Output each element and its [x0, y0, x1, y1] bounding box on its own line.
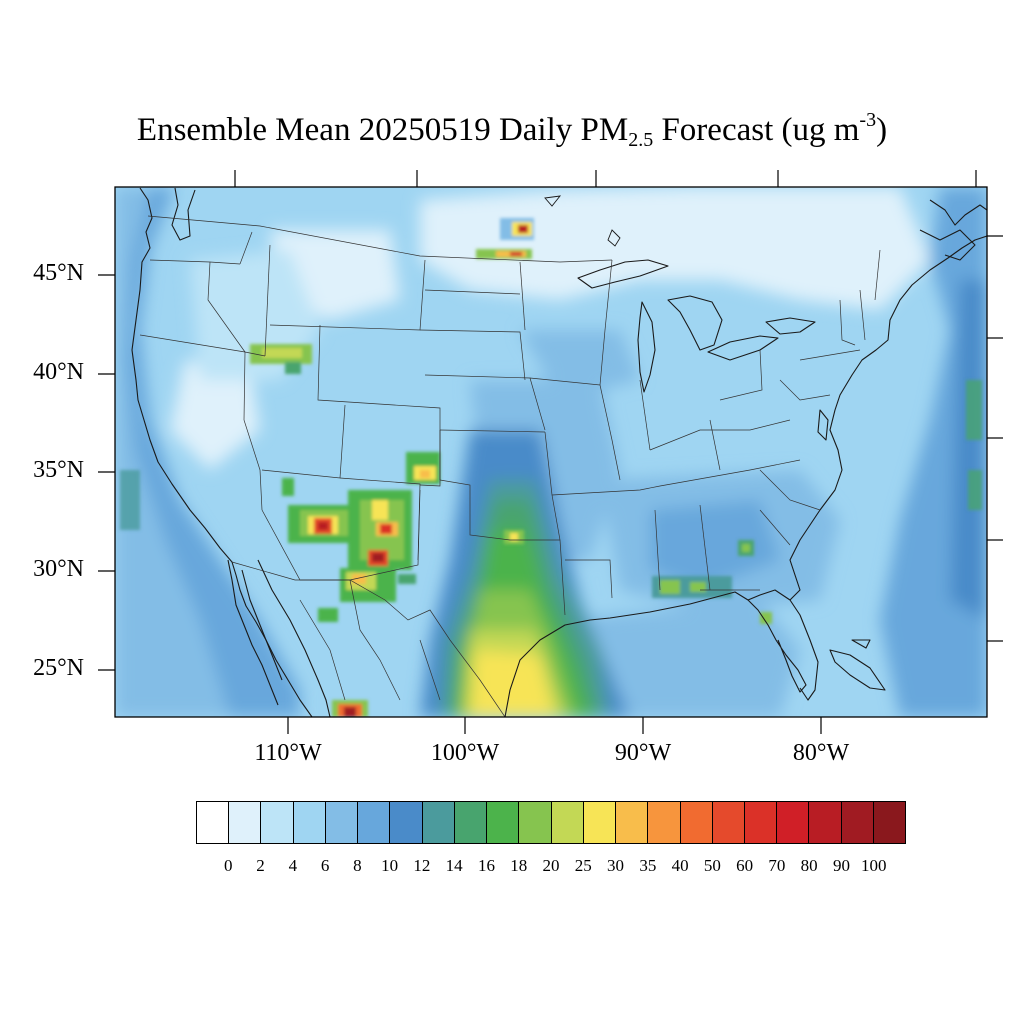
colorbar-label: 25	[574, 856, 592, 875]
colorbar-label: 10	[381, 856, 399, 875]
colorbar-label: 50	[703, 856, 721, 875]
colorbar-label: 80	[800, 856, 818, 875]
left-ticks	[98, 274, 115, 671]
state-borders	[139, 215, 881, 717]
colorbar-label: 20	[542, 856, 560, 875]
colorbar-bin-8	[454, 802, 488, 843]
colorbar-bin-14	[648, 802, 681, 843]
colorbar-label: 8	[353, 856, 362, 875]
colorbar-bin-0	[197, 802, 230, 843]
lon-label-90w: 90°W	[614, 740, 672, 766]
colorbar-bin-10	[519, 802, 552, 843]
lat-label-40: 40°N	[33, 359, 84, 385]
colorbar-bin-3	[293, 802, 326, 843]
colorbar-label: 14	[445, 856, 463, 875]
colorbar-bin-6	[390, 802, 423, 843]
pm25-field	[115, 187, 987, 717]
lon-label-80w: 80°W	[792, 740, 850, 766]
colorbar-label: 100	[860, 856, 887, 875]
colorbar-label: 12	[413, 856, 431, 875]
colorbar-label: 40	[671, 856, 689, 875]
map-title: Ensemble Mean 20250519 Daily PM2.5 Forec…	[136, 109, 888, 151]
colorbar-label: 60	[736, 856, 754, 875]
coastlines	[131, 187, 987, 717]
colorbar-bin-21	[873, 802, 906, 843]
lat-label-45: 45°N	[33, 260, 84, 286]
colorbar-bin-16	[712, 802, 745, 843]
colorbar-bin-11	[551, 802, 584, 843]
lon-label-100w: 100°W	[430, 740, 500, 766]
colorbar-label: 0	[224, 856, 233, 875]
colorbar-bin-2	[261, 802, 294, 843]
right-ticks	[987, 235, 1003, 642]
colorbar-bin-9	[487, 802, 520, 843]
colorbar-label: 2	[256, 856, 265, 875]
lon-label-110w: 110°W	[254, 740, 322, 766]
colorbar-label: 18	[510, 856, 528, 875]
colorbar-label: 6	[320, 856, 330, 875]
colorbar-bin-1	[229, 802, 262, 843]
colorbar-label: 4	[288, 856, 298, 875]
colorbar-bin-12	[583, 802, 617, 843]
colorbar-bin-18	[777, 802, 810, 843]
colorbar-label: 30	[607, 856, 625, 875]
lat-label-25: 25°N	[33, 655, 84, 681]
lat-label-30: 30°N	[33, 556, 84, 582]
colorbar-label: 35	[639, 856, 657, 875]
colorbar-bin-5	[358, 802, 391, 843]
colorbar-bin-20	[841, 802, 874, 843]
colorbar-label: 16	[477, 856, 495, 875]
colorbar-bin-7	[422, 802, 455, 843]
top-ticks	[234, 170, 977, 187]
colorbar-bin-15	[680, 802, 713, 843]
colorbar-bin-4	[325, 802, 359, 843]
colorbar-bin-17	[744, 802, 778, 843]
map-frame	[114, 186, 988, 718]
colorbar-bin-13	[616, 802, 649, 843]
colorbar	[196, 801, 906, 844]
colorbar-bin-19	[809, 802, 842, 843]
colorbar-label: 70	[768, 856, 786, 875]
lat-label-35: 35°N	[33, 457, 84, 483]
colorbar-label: 90	[832, 856, 850, 875]
bottom-ticks	[287, 717, 822, 734]
